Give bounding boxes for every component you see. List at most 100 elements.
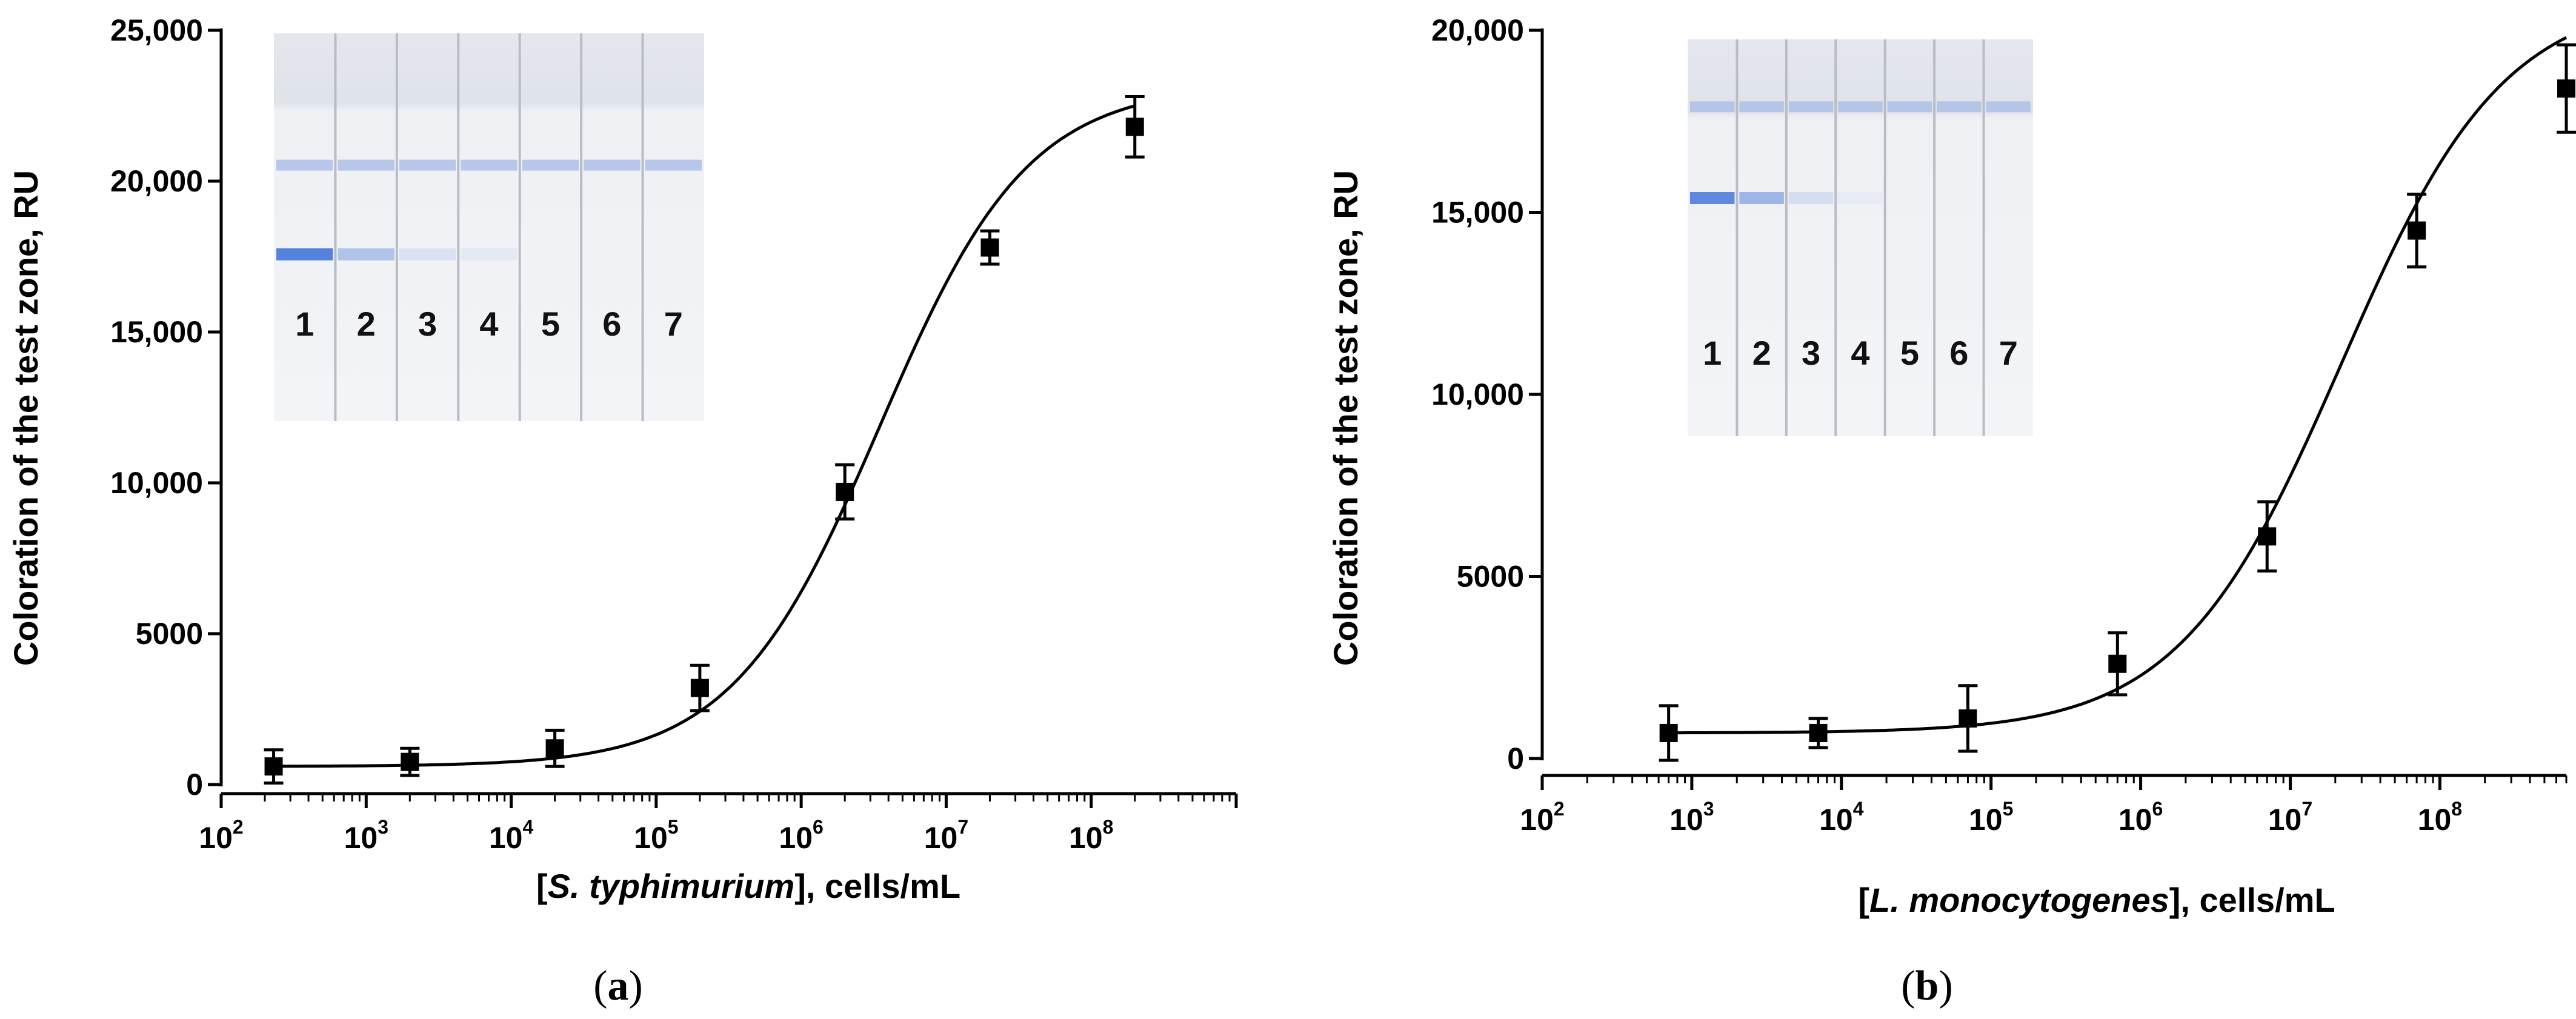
square-marker xyxy=(690,679,709,697)
x-tick-label: 108 xyxy=(2418,798,2462,837)
control-line xyxy=(1838,101,1883,113)
y-tick-label: 0 xyxy=(1507,742,1524,775)
data-point xyxy=(2108,631,2128,697)
x-tick-label: 104 xyxy=(1819,798,1864,837)
y-axis-title-a: Coloration of the test zone, RU xyxy=(7,170,45,666)
x-axis-title-a: [S. typhimurium], cells/mL xyxy=(536,867,960,905)
control-line xyxy=(1937,101,1982,113)
data-point xyxy=(980,229,1000,266)
test-line xyxy=(338,248,394,261)
x-tick-label: 103 xyxy=(344,816,388,855)
test-line xyxy=(399,248,456,261)
data-point xyxy=(264,748,284,785)
test-line xyxy=(1739,192,1784,204)
control-line xyxy=(522,159,579,171)
x-axis-title-b: [L. monocytogenes], cells/mL xyxy=(1858,881,2335,919)
y-tick-label: 5000 xyxy=(1457,560,1524,594)
x-tick-label: 102 xyxy=(199,816,243,855)
control-line xyxy=(461,159,518,171)
square-marker xyxy=(545,739,564,758)
inset-photo-a: 1 2 3 4 5 6 7 xyxy=(274,33,704,421)
y-tick-label: 15,000 xyxy=(1431,196,1524,230)
y-tick-label: 10,000 xyxy=(1431,377,1524,411)
square-marker xyxy=(264,757,283,776)
control-line xyxy=(645,159,702,171)
strip-number-label: 5 xyxy=(541,305,560,343)
control-line xyxy=(1739,101,1784,113)
strip-number-label: 4 xyxy=(1851,334,1869,372)
x-tick-label: 102 xyxy=(1520,798,1564,837)
data-point xyxy=(2407,192,2427,269)
y-tick-label: 0 xyxy=(186,768,203,802)
x-tick-label: 105 xyxy=(1969,798,2013,837)
square-marker xyxy=(1959,709,1977,728)
strip-number-label: 2 xyxy=(357,305,376,343)
strip-number-label: 3 xyxy=(1802,334,1820,372)
strip-number-label: 1 xyxy=(295,305,314,343)
square-marker xyxy=(2108,654,2127,673)
data-point xyxy=(835,463,855,521)
square-marker xyxy=(1125,118,1144,136)
data-point xyxy=(690,663,710,712)
control-line xyxy=(399,159,456,171)
x-tick-label: 106 xyxy=(2118,798,2163,837)
square-marker xyxy=(980,238,999,257)
y-axis-title-b: Coloration of the test zone, RU xyxy=(1326,170,1365,666)
test-line xyxy=(1788,192,1834,204)
panel-caption-b: (b) xyxy=(1901,963,1953,1009)
x-tick-label: 107 xyxy=(924,816,968,855)
control-line xyxy=(338,159,394,171)
test-line xyxy=(276,248,333,261)
control-line xyxy=(1986,101,2031,113)
data-point xyxy=(1808,717,1828,749)
square-marker xyxy=(401,752,419,771)
control-line xyxy=(1690,101,1735,113)
data-point xyxy=(1125,95,1145,159)
square-marker xyxy=(2408,221,2426,240)
y-tick-label: 10,000 xyxy=(110,466,203,500)
data-point xyxy=(2257,500,2277,573)
data-point xyxy=(1958,684,1978,753)
y-tick-label: 25,000 xyxy=(110,13,203,47)
test-line xyxy=(1838,192,1883,204)
panel-caption-a: (a) xyxy=(593,963,643,1009)
y-tick-label: 5000 xyxy=(136,617,203,651)
control-line xyxy=(276,159,333,171)
y-tick-label: 15,000 xyxy=(110,315,203,349)
data-point xyxy=(545,728,565,768)
strip-number-label: 6 xyxy=(1949,334,1968,372)
x-tick-label: 108 xyxy=(1069,816,1113,855)
x-tick-label: 104 xyxy=(489,816,534,855)
square-marker xyxy=(836,482,854,501)
strip-number-label: 3 xyxy=(418,305,437,343)
strip-number-label: 5 xyxy=(1900,334,1919,372)
test-line xyxy=(461,248,518,261)
x-tick-label: 107 xyxy=(2268,798,2312,837)
data-point xyxy=(400,746,420,777)
strip-number-label: 7 xyxy=(664,305,683,343)
x-tick-label: 105 xyxy=(634,816,678,855)
strip-number-label: 1 xyxy=(1703,334,1722,372)
control-line xyxy=(1887,101,1932,113)
x-tick-label: 103 xyxy=(1669,798,1714,837)
strip-number-label: 7 xyxy=(1999,334,2018,372)
control-line xyxy=(1788,101,1834,113)
strip-number-label: 6 xyxy=(602,305,621,343)
square-marker xyxy=(1659,723,1678,742)
square-marker xyxy=(1809,723,1828,742)
y-tick-label: 20,000 xyxy=(110,164,203,198)
data-point xyxy=(1659,704,1679,762)
chart-panel-a: 1 2 3 4 5 6 7 0 5000 10,000 15,000 20,000 25,000 102… xyxy=(7,13,1238,1009)
data-point xyxy=(2557,43,2576,134)
strip-number-label: 2 xyxy=(1752,334,1771,372)
square-marker xyxy=(2258,527,2277,546)
x-tick-label: 106 xyxy=(779,816,823,855)
strip-number-label: 4 xyxy=(479,305,498,343)
y-tick-label: 20,000 xyxy=(1431,13,1524,47)
test-line xyxy=(1690,192,1735,204)
square-marker xyxy=(2557,79,2575,98)
control-line xyxy=(584,159,641,171)
